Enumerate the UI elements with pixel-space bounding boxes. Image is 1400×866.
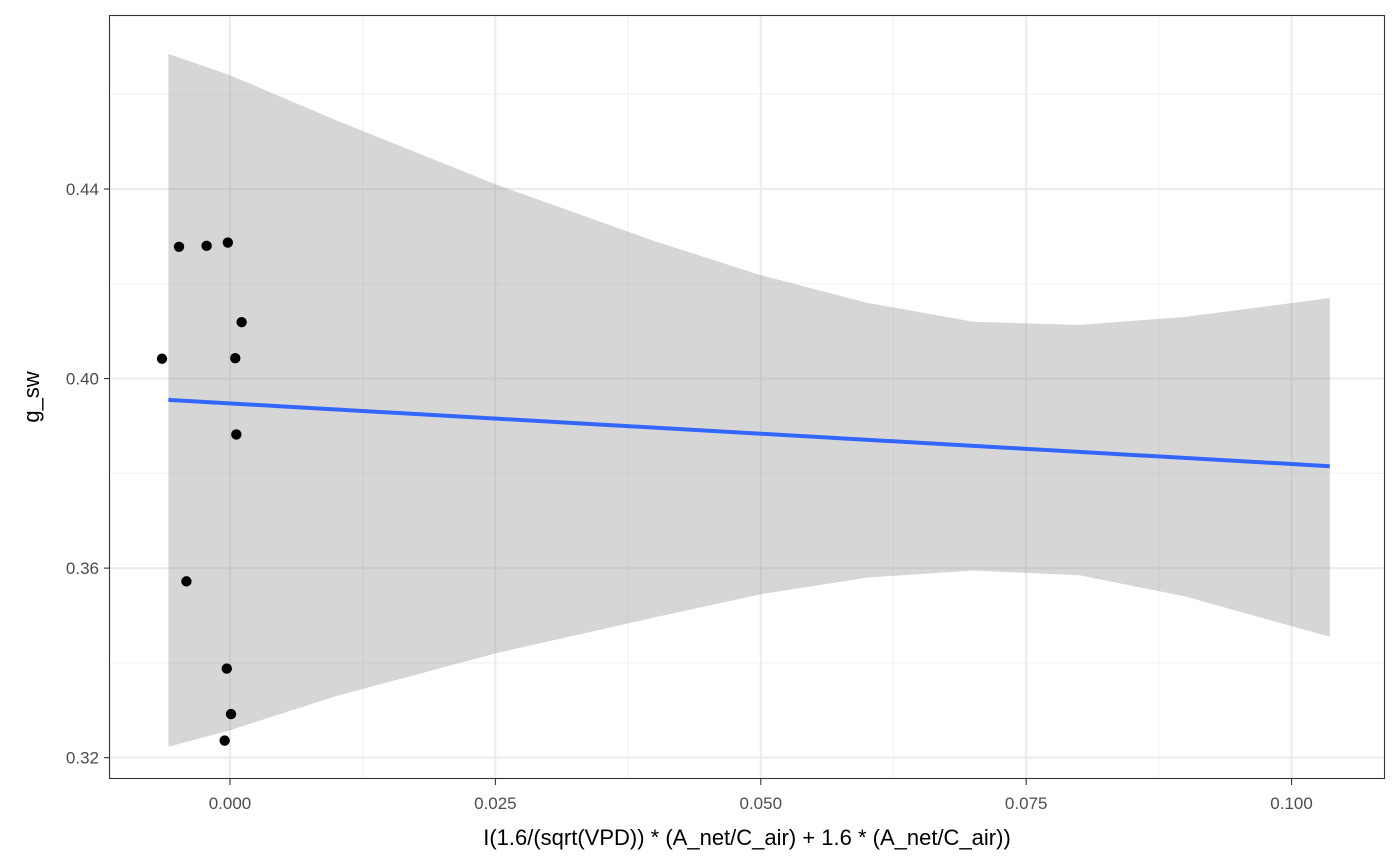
y-axis-title: g_sw xyxy=(19,371,44,422)
minor-gridlines xyxy=(110,16,1385,779)
x-tick-label: 0.000 xyxy=(209,794,252,813)
x-axis: 0.000 0.025 0.050 0.075 0.100 xyxy=(209,779,1313,813)
regression-line xyxy=(168,397,1330,469)
data-point xyxy=(221,663,232,674)
data-point xyxy=(173,241,185,252)
panel-border xyxy=(108,14,1386,780)
major-gridlines xyxy=(110,16,1385,779)
data-point xyxy=(156,353,168,364)
data-point xyxy=(222,237,234,248)
x-tick-label: 0.025 xyxy=(474,794,517,813)
data-point xyxy=(225,708,237,720)
confidence-band-area xyxy=(168,53,1330,747)
y-tick-label: 0.44 xyxy=(66,180,99,199)
y-tick-label: 0.36 xyxy=(66,559,99,578)
data-point xyxy=(230,352,241,364)
y-axis: 0.32 0.36 0.40 0.44 xyxy=(66,180,110,768)
fit-line xyxy=(168,397,1330,469)
data-point xyxy=(219,735,230,746)
x-tick-label: 0.050 xyxy=(739,794,782,813)
x-tick-label: 0.075 xyxy=(1005,794,1048,813)
confidence-band xyxy=(168,53,1330,747)
y-tick-label: 0.32 xyxy=(66,749,99,768)
x-tick-label: 0.100 xyxy=(1270,794,1313,813)
x-axis-title: I(1.6/(sqrt(VPD)) * (A_net/C_air) + 1.6 … xyxy=(483,825,1011,850)
data-point xyxy=(231,429,242,440)
data-point xyxy=(201,240,212,252)
y-tick-label: 0.40 xyxy=(66,370,99,389)
data-point xyxy=(236,316,247,328)
data-points xyxy=(156,237,247,746)
data-point xyxy=(181,576,192,587)
